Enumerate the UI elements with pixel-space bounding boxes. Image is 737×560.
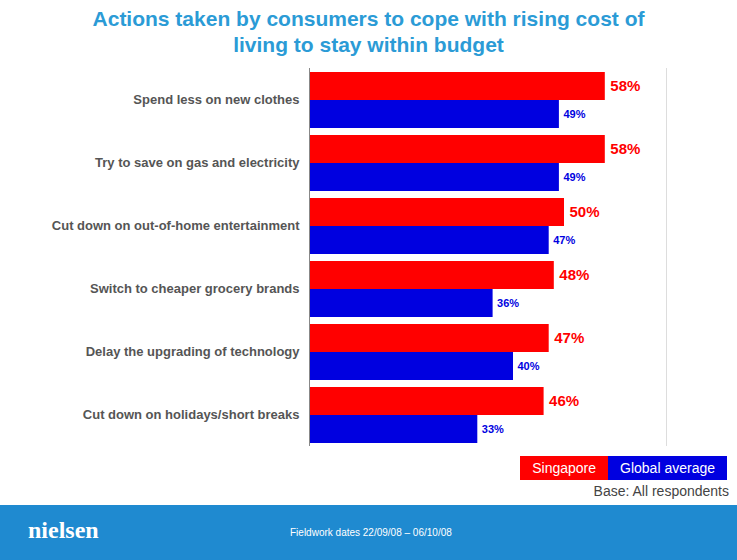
- html-text:nielsen: nielsen: [28, 517, 99, 543]
- svg-text:40%: 40%: [518, 360, 540, 372]
- svg-text:Cut down on holidays/short bre: Cut down on holidays/short breaks: [83, 407, 300, 422]
- svg-text:58%: 58%: [610, 140, 640, 157]
- svg-text:47%: 47%: [553, 234, 575, 246]
- html-text:Global average: Global average: [620, 460, 715, 476]
- svg-text:48%: 48%: [559, 266, 589, 283]
- svg-text:Try to save on gas and electri: Try to save on gas and electricity: [95, 155, 300, 170]
- html-text:Singapore: Singapore: [532, 460, 596, 476]
- svg-text:Spend less on new clothes: Spend less on new clothes: [133, 92, 299, 107]
- svg-text:50%: 50%: [570, 203, 600, 220]
- html-text:Fieldwork dates 22/09/08 – 06/: Fieldwork dates 22/09/08 – 06/10/08: [290, 527, 452, 538]
- svg-text:49%: 49%: [563, 108, 585, 120]
- svg-text:47%: 47%: [554, 329, 584, 346]
- svg-text:46%: 46%: [549, 392, 579, 409]
- svg-text:58%: 58%: [610, 77, 640, 94]
- svg-text:49%: 49%: [563, 171, 585, 183]
- html-text:Actions taken by consumers to: Actions taken by consumers to cope with …: [92, 7, 645, 56]
- svg-text:36%: 36%: [497, 297, 519, 309]
- svg-text:Switch to cheaper grocery bran: Switch to cheaper grocery brands: [90, 281, 300, 296]
- html-text:Base: All respondents: Base: All respondents: [593, 483, 729, 499]
- svg-text:Delay the upgrading of technol: Delay the upgrading of technology: [86, 344, 301, 359]
- svg-text:33%: 33%: [482, 423, 504, 435]
- svg-text:Cut down on out-of-home entert: Cut down on out-of-home entertainment: [52, 218, 300, 233]
